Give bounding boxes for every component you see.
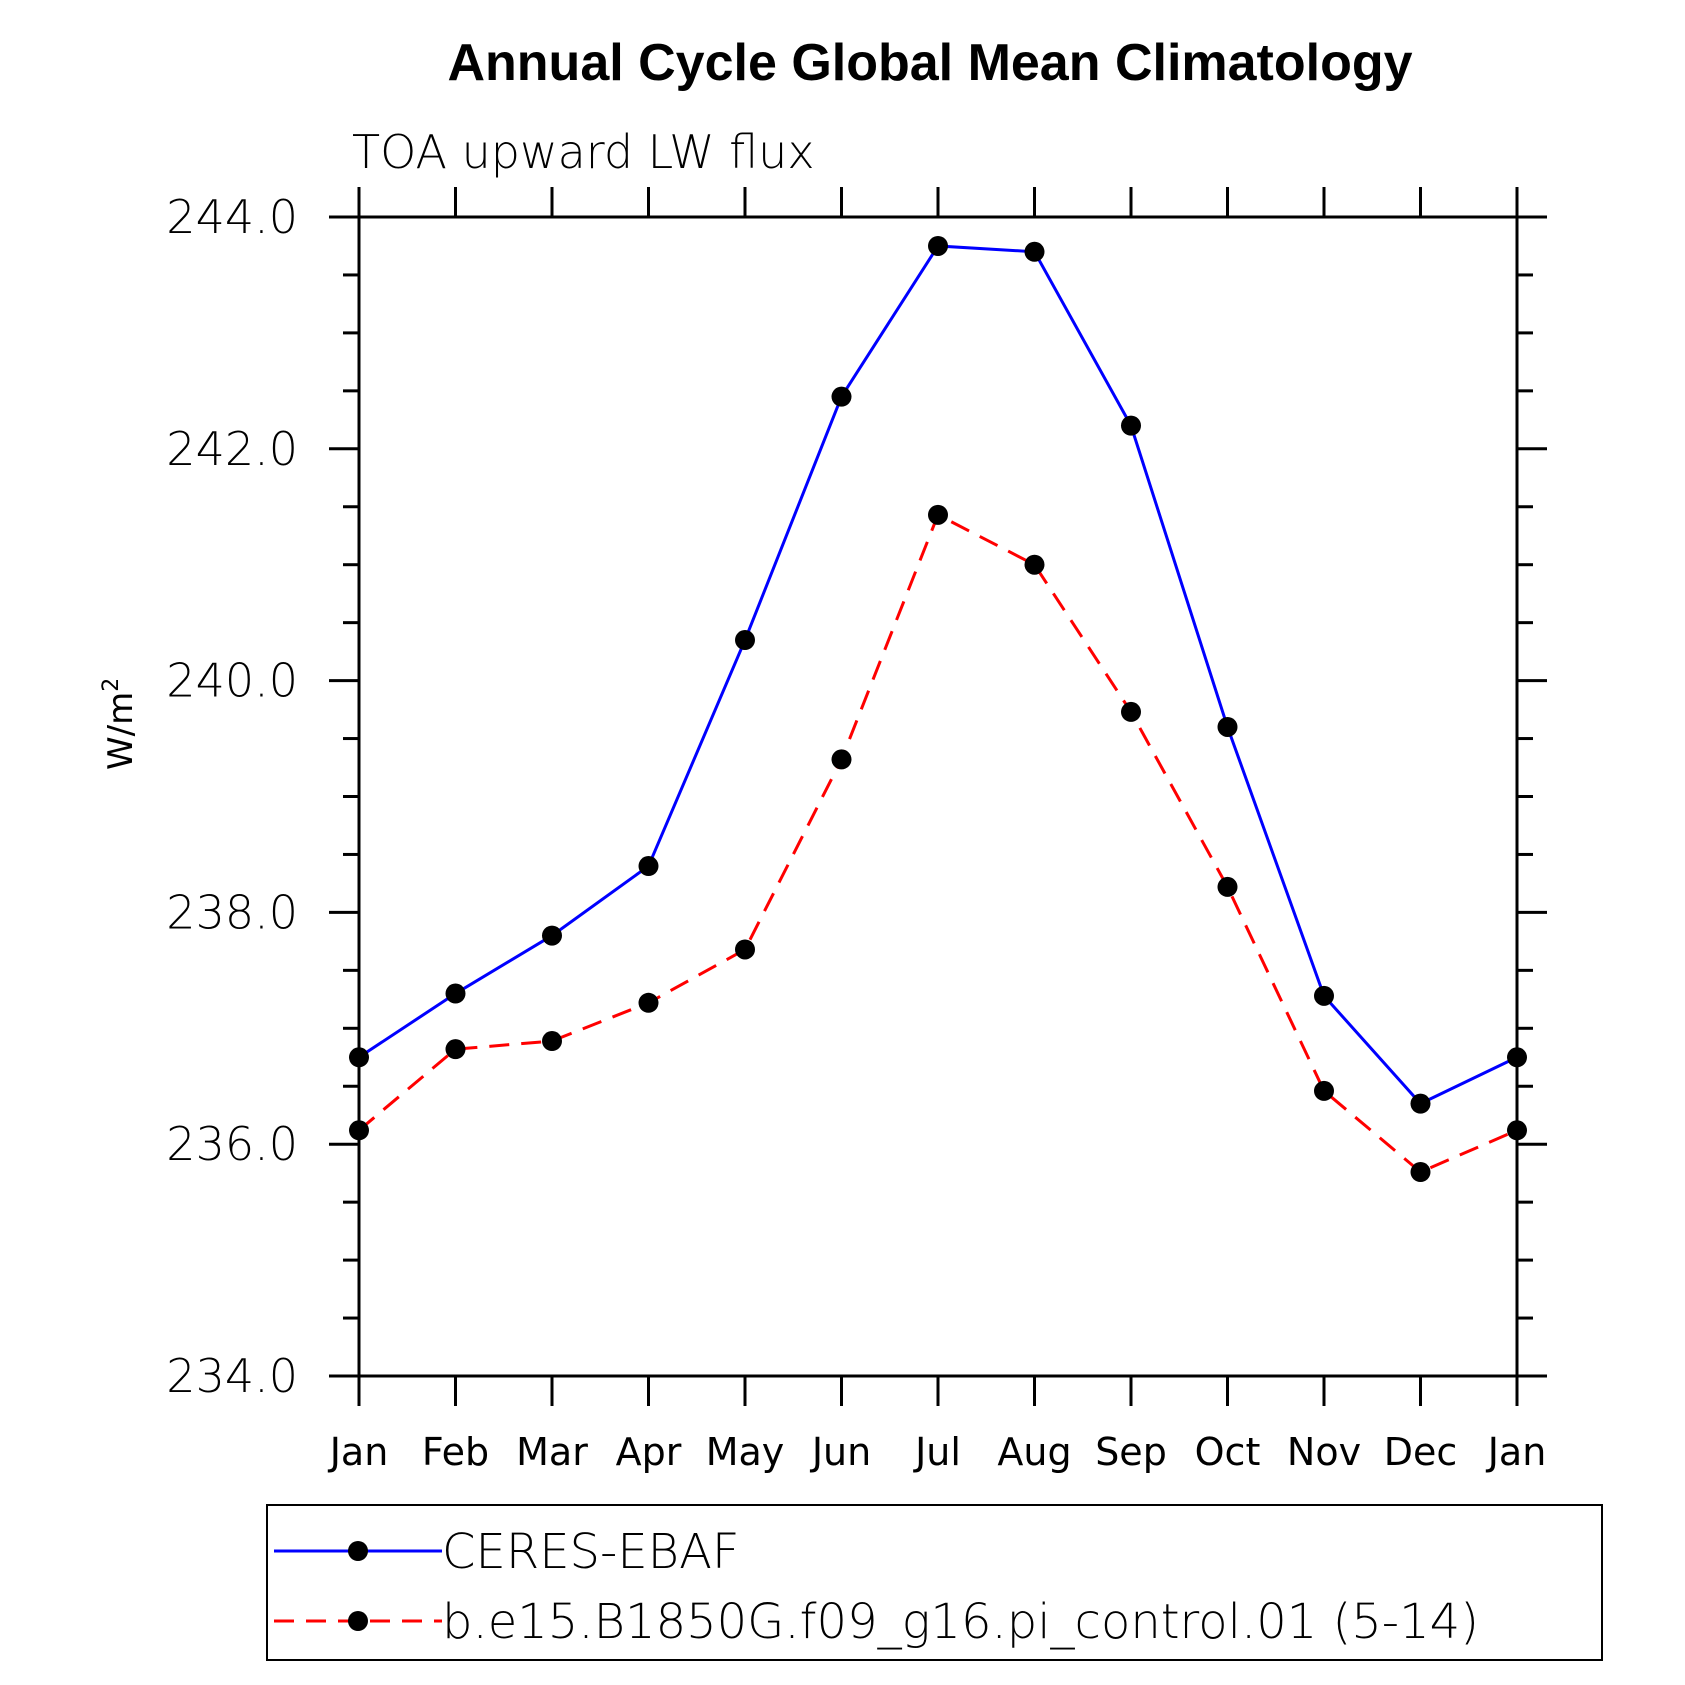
data-point-0-9 — [1217, 716, 1238, 737]
data-point-1-10 — [1314, 1080, 1334, 1101]
data-point-0-0 — [349, 1047, 369, 1068]
legend-marker-ceres — [348, 1541, 368, 1561]
data-point-0-4 — [735, 630, 755, 651]
y-tick-label: 244.0 — [166, 190, 298, 244]
data-point-0-3 — [638, 856, 659, 877]
data-point-1-6 — [928, 504, 948, 525]
x-tick-label: Feb — [422, 1430, 489, 1474]
data-point-0-6 — [928, 235, 948, 256]
data-point-1-1 — [445, 1039, 466, 1060]
plot-frame — [357, 215, 1519, 1378]
x-tick-label: Jan — [328, 1430, 389, 1474]
x-tick-label: Nov — [1287, 1430, 1361, 1474]
x-tick-label: Jan — [1486, 1430, 1547, 1474]
x-tick-label: Jun — [810, 1430, 871, 1474]
legend-box — [266, 1504, 1603, 1661]
data-point-1-4 — [735, 939, 755, 960]
data-point-1-12 — [1507, 1120, 1527, 1141]
x-tick-label: Jul — [913, 1430, 961, 1474]
y-axis-title: W/m2 — [99, 678, 141, 770]
data-point-0-12 — [1507, 1047, 1527, 1068]
data-point-1-0 — [349, 1120, 369, 1141]
data-point-1-11 — [1410, 1162, 1431, 1183]
legend-label-ceres: CERES-EBAF — [442, 1524, 740, 1580]
data-point-1-8 — [1121, 701, 1141, 722]
chart-title: Annual Cycle Global Mean Climatology — [447, 34, 1412, 92]
series-line-1 — [358, 512, 1518, 1174]
legend-label-model: b.e15.B1850G.f09_g16.pi_control.01 (5-14… — [442, 1594, 1479, 1650]
data-point-0-5 — [831, 386, 852, 407]
y-tick-label: 238.0 — [166, 885, 298, 939]
x-tick-label: Mar — [516, 1430, 588, 1474]
plot-series — [349, 235, 1527, 1183]
y-tick-label: 236.0 — [166, 1117, 298, 1171]
plot-axes: Jan Feb Mar Apr May Jun Jul Aug Sep Oct Nov Dec Jan 2… — [166, 187, 1547, 1474]
y-tick-label: 242.0 — [166, 422, 298, 476]
y-tick-label: 234.0 — [166, 1349, 298, 1403]
x-tick-label: Apr — [616, 1430, 682, 1474]
data-point-1-5 — [831, 749, 852, 770]
x-tick-label: Aug — [997, 1430, 1071, 1474]
data-point-0-11 — [1410, 1093, 1431, 1114]
data-point-1-2 — [542, 1031, 562, 1052]
data-point-0-8 — [1121, 415, 1141, 436]
legend: CERES-EBAF b.e15.B1850G.f09_g16.pi_contr… — [266, 1504, 1603, 1661]
data-point-0-10 — [1314, 985, 1334, 1006]
y-tick-label: 240.0 — [166, 654, 298, 708]
data-point-1-9 — [1217, 876, 1238, 897]
data-point-0-7 — [1024, 241, 1045, 262]
data-point-1-7 — [1024, 554, 1045, 575]
y-axis-label-superscript: 2 — [99, 678, 124, 692]
y-axis-label: W/m — [101, 692, 141, 770]
data-point-0-1 — [445, 983, 466, 1004]
chart-subtitle: TOA upward LW flux — [352, 125, 815, 179]
x-tick-label: May — [706, 1430, 785, 1474]
x-tick-label: Dec — [1384, 1430, 1458, 1474]
x-tick-label: Sep — [1095, 1430, 1167, 1474]
series-line-0 — [358, 244, 1518, 1106]
data-point-1-3 — [638, 992, 659, 1013]
svg-text:W/m2: W/m2 — [99, 678, 141, 770]
x-tick-label: Oct — [1195, 1430, 1261, 1474]
legend-marker-model — [348, 1611, 368, 1631]
data-point-0-2 — [542, 925, 562, 946]
